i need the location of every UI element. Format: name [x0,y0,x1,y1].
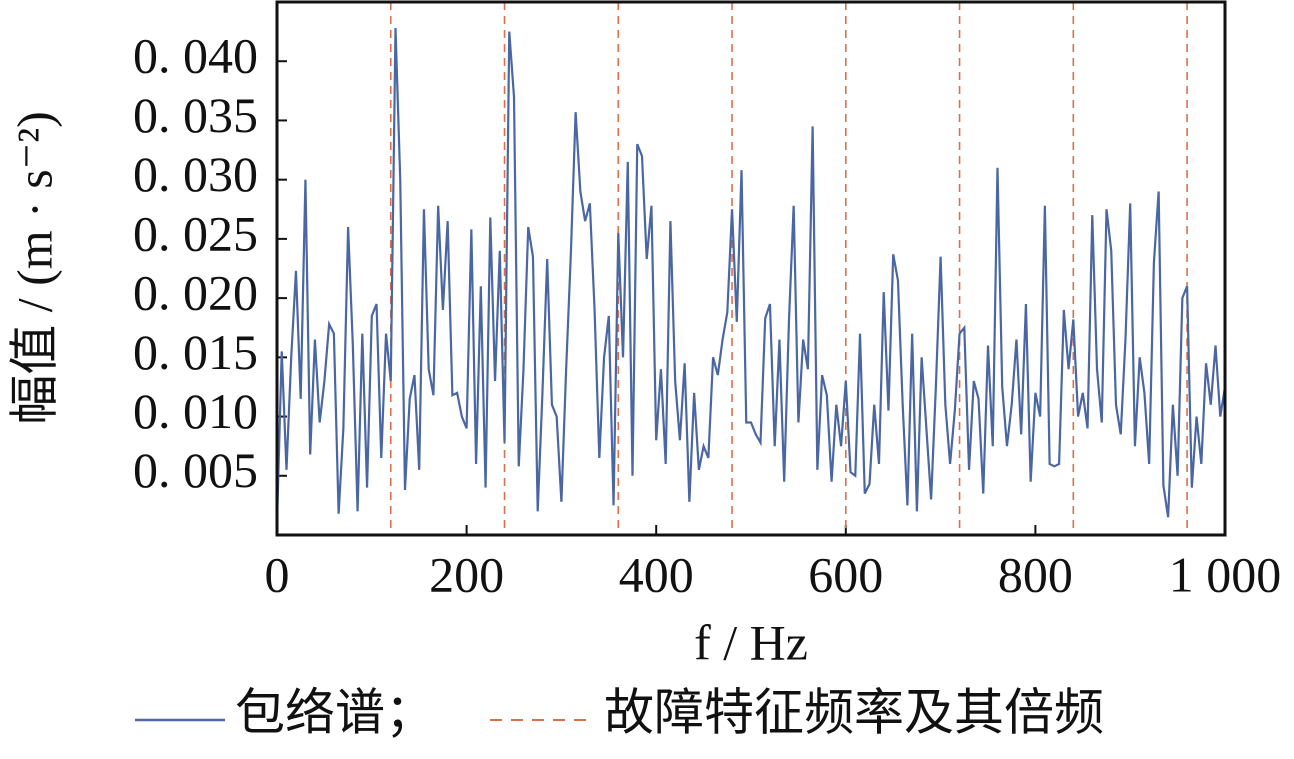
x-axis-label: f / Hz [694,614,808,670]
y-axis-label: 幅值 / (m · s⁻²) [6,111,62,425]
x-tick-label: 600 [808,546,883,602]
legend-label: 故障特征频率及其倍频 [604,684,1104,740]
envelope-line [275,28,1227,524]
y-tick-label: 0. 015 [133,324,258,380]
x-tick-label: 0 [265,546,290,602]
plot-frame [275,0,1227,537]
y-tick-label: 0. 010 [133,383,258,439]
y-tick-label: 0. 025 [133,205,258,261]
y-tick-label: 0. 020 [133,265,258,321]
y-tick-label: 0. 005 [133,442,258,498]
y-tick-label: 0. 035 [133,87,258,143]
x-tick-label: 200 [429,546,504,602]
y-tick-label: 0. 030 [133,146,258,202]
y-tick-label: 0. 040 [133,28,258,84]
x-tick-label: 1 000 [1169,546,1282,602]
x-tick-label: 800 [998,546,1073,602]
x-tick-label: 400 [619,546,694,602]
legend-label: 包络谱； [235,684,435,740]
